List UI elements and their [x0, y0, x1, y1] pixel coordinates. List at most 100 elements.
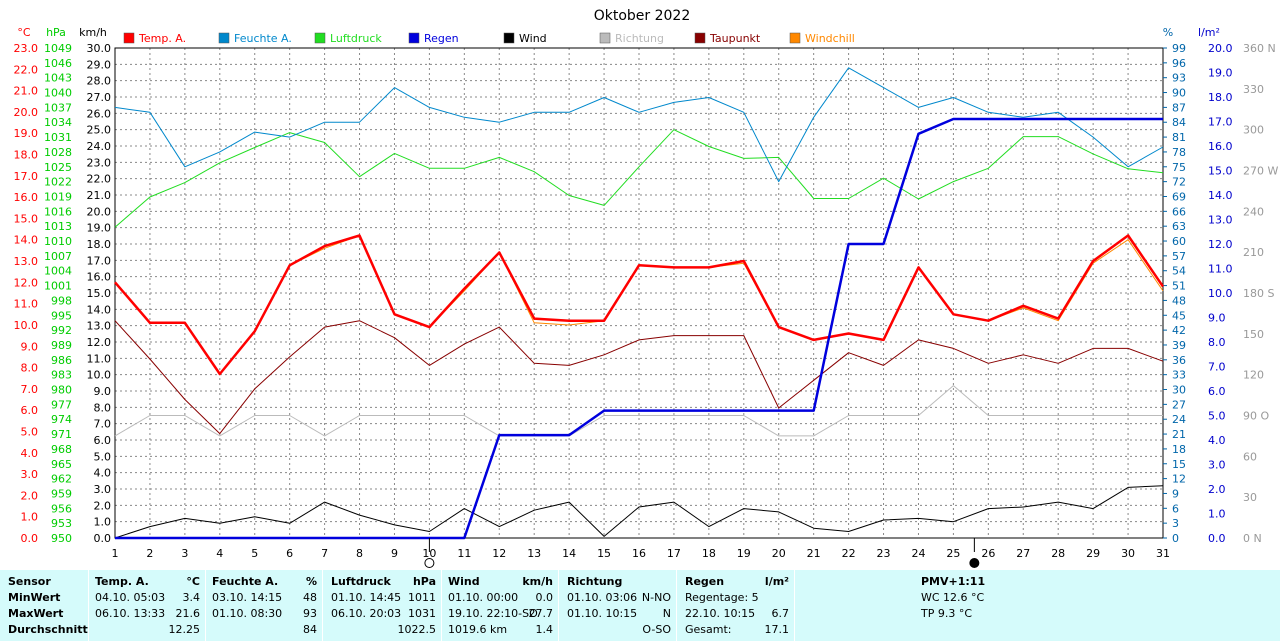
y-tick-pressure: 968 [51, 443, 72, 456]
y-unit-pressure: hPa [46, 26, 66, 39]
y-tick-pressure: 971 [51, 428, 72, 441]
stat-press-max: 1031 [408, 607, 436, 620]
x-tick-label: 11 [457, 547, 471, 560]
x-tick-label: 27 [1016, 547, 1030, 560]
series-richtung [114, 385, 1163, 437]
y-tick-pressure: 1025 [44, 161, 72, 174]
stats-col-humidity: Feuchte A.% 03.10. 14:15 48 01.10. 08:30 9… [205, 570, 323, 641]
y-tick-wind: 12.0 [87, 336, 112, 349]
y-tick-pressure: 992 [51, 324, 72, 337]
y-tick-temp: 7.0 [21, 383, 39, 396]
y-tick-wind: 28.0 [87, 75, 112, 88]
x-tick-label: 6 [286, 547, 293, 560]
x-tick-label: 29 [1086, 547, 1100, 560]
stat-dir-avg: O-SO [642, 623, 671, 636]
stats-col-direction: Richtung 01.10. 03:06 N-NO 01.10. 10:15 N … [558, 570, 677, 641]
y-tick-temp: 8.0 [21, 362, 39, 375]
y-tick-direction: 330 [1243, 83, 1264, 96]
y-unit-wind: km/h [79, 26, 107, 39]
y-tick-humidity: 96 [1172, 57, 1186, 70]
stat-hum-title: Feuchte A. [212, 575, 279, 588]
stats-col-pressure: Luftdruck hPa 01.10. 14:45 1011 06.10. 20:… [322, 570, 442, 641]
y-tick-wind: 23.0 [87, 156, 112, 169]
y-tick-pressure: 950 [51, 532, 72, 545]
x-tick-label: 5 [251, 547, 258, 560]
y-tick-temp: 19.0 [14, 127, 39, 140]
stat-pmv-title: PMV+1:11 [921, 575, 986, 588]
stat-temp-unit: °C [186, 575, 200, 588]
stat-press-unit: hPa [412, 575, 436, 588]
y-tick-pressure: 986 [51, 354, 72, 367]
series-wind [114, 485, 1164, 539]
x-tick-label: 4 [216, 547, 223, 560]
y-tick-pressure: 1046 [44, 57, 72, 70]
y-tick-pressure: 983 [51, 369, 72, 382]
stat-hum-max-dt: 01.10. 08:30 [212, 607, 283, 620]
y-tick-direction: 300 [1243, 124, 1264, 137]
x-tick-label: 30 [1121, 547, 1135, 560]
stat-press-min-dt: 01.10. 14:45 [331, 591, 402, 604]
x-tick-label: 21 [807, 547, 821, 560]
y-tick-wind: 0.0 [94, 532, 112, 545]
y-tick-wind: 18.0 [87, 238, 112, 251]
x-tick-label: 19 [737, 547, 751, 560]
y-tick-rain: 20.0 [1208, 42, 1233, 55]
stat-wind-max-dt: 19.10. 22:10-SO [448, 607, 538, 620]
y-tick-direction: 150 [1243, 328, 1264, 341]
series-feuchte-a [114, 67, 1164, 183]
y-tick-humidity: 42 [1172, 324, 1186, 337]
y-tick-humidity: 3 [1172, 517, 1179, 530]
legend-swatch [408, 32, 420, 44]
y-tick-pressure: 1001 [44, 280, 72, 293]
legend-swatch [314, 32, 326, 44]
y-tick-rain: 5.0 [1208, 410, 1226, 423]
moon-markers [424, 538, 980, 568]
x-tick-label: 18 [702, 547, 716, 560]
y-tick-wind: 6.0 [94, 434, 112, 447]
stat-temp-max: 21.6 [175, 607, 201, 620]
chart-title: Oktober 2022 [594, 8, 691, 24]
stat-dir-max: N [662, 607, 671, 620]
y-tick-pressure: 1043 [44, 72, 72, 85]
y-tick-humidity: 27 [1172, 398, 1186, 411]
y-tick-rain: 15.0 [1208, 165, 1233, 178]
stat-press-avg: 1022.5 [397, 623, 437, 636]
stat-dir-max-dt: 01.10. 10:15 [567, 607, 638, 620]
y-tick-wind: 24.0 [87, 140, 112, 153]
y-tick-pressure: 1031 [44, 131, 72, 144]
y-tick-direction: 240 [1243, 205, 1264, 218]
y-tick-wind: 11.0 [87, 352, 112, 365]
x-tick-label: 22 [842, 547, 856, 560]
series-regen [115, 117, 1163, 540]
series-taupunkt [114, 320, 1164, 435]
y-tick-pressure: 974 [51, 413, 72, 426]
y-tick-humidity: 63 [1172, 220, 1186, 233]
y-tick-humidity: 36 [1172, 354, 1186, 367]
y-tick-humidity: 78 [1172, 146, 1186, 159]
y-tick-rain: 10.0 [1208, 287, 1233, 300]
stat-pmv-tp: TP 9.3 °C [921, 607, 973, 620]
y-tick-wind: 29.0 [87, 58, 112, 71]
x-tick-label: 3 [181, 547, 188, 560]
stat-dir-title: Richtung [567, 575, 623, 588]
y-tick-temp: 13.0 [14, 255, 39, 268]
y-tick-rain: 12.0 [1208, 238, 1233, 251]
x-tick-label: 23 [877, 547, 891, 560]
y-tick-pressure: 1040 [44, 87, 72, 100]
stat-pmv-wc: WC 12.6 °C [921, 591, 985, 604]
y-tick-pressure: 1004 [44, 265, 72, 278]
stat-temp-title: Temp. A. [95, 575, 149, 588]
y-tick-pressure: 1013 [44, 220, 72, 233]
stat-wind-distance: 1019.6 km [448, 623, 508, 636]
y-tick-temp: 2.0 [21, 489, 39, 502]
x-tick-label: 10 [422, 547, 436, 560]
y-tick-temp: 1.0 [21, 511, 39, 524]
y-tick-humidity: 99 [1172, 42, 1186, 55]
stat-rain-days: Regentage: 5 [685, 591, 759, 604]
y-tick-humidity: 39 [1172, 339, 1186, 352]
x-tick-label: 26 [981, 547, 995, 560]
y-tick-humidity: 24 [1172, 413, 1186, 426]
y-tick-pressure: 953 [51, 517, 72, 530]
y-unit-rain: l/m² [1198, 26, 1220, 39]
y-tick-humidity: 93 [1172, 72, 1186, 85]
